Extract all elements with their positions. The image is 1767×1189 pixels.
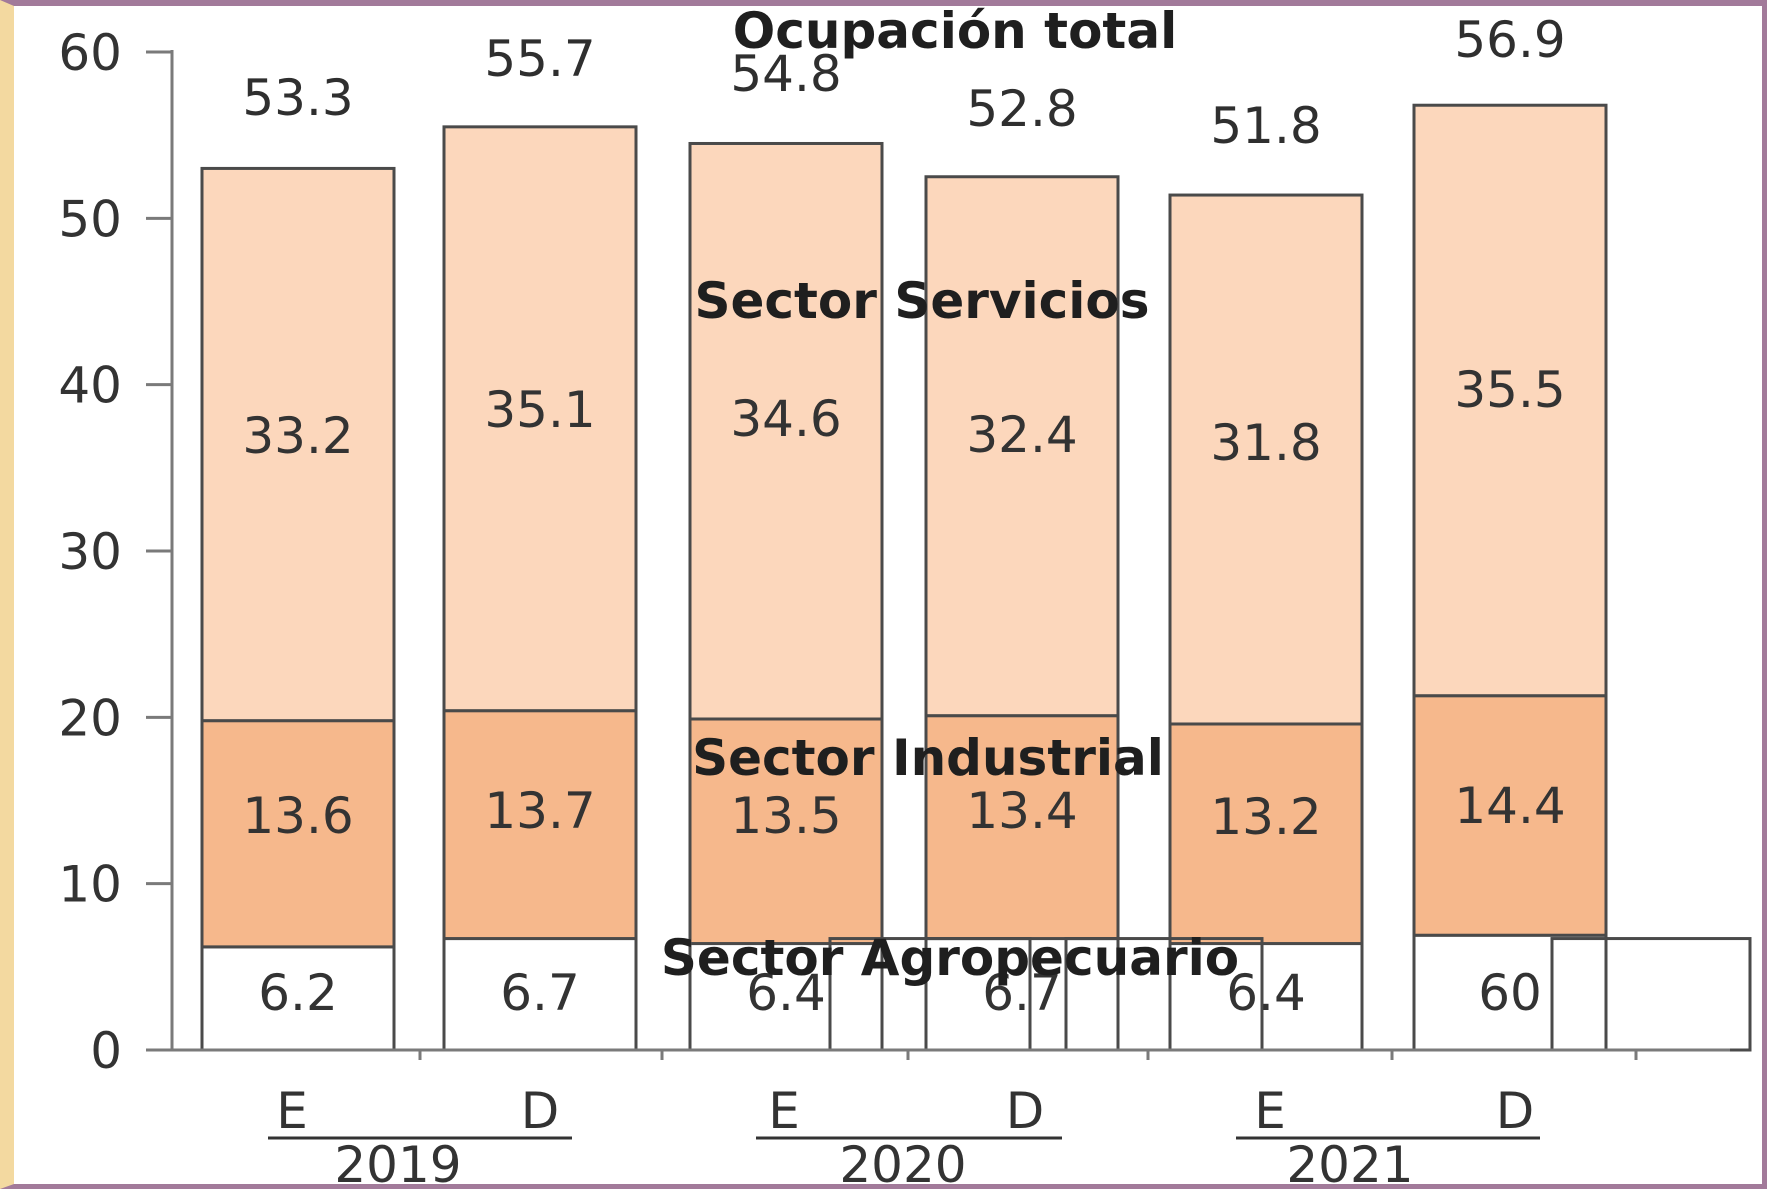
- segment-value-label: 33.2: [242, 407, 353, 465]
- industrial-segment: [442, 709, 638, 941]
- industrial-segment: [924, 714, 1120, 941]
- x-axis: E D E D E D 2019 2020 2021: [168, 1048, 1730, 1189]
- servicios-segment: [1168, 193, 1364, 726]
- y-tick-label: 40: [58, 357, 122, 415]
- agropecuario-segment: [1412, 933, 1608, 1052]
- year-group-label: 2021: [1286, 1136, 1413, 1189]
- segment-value-label: 35.5: [1454, 361, 1565, 419]
- agropecuario-segment: [1168, 942, 1364, 1052]
- sector-label: Sector Servicios: [694, 272, 1149, 330]
- chart-title: Ocupación total: [733, 2, 1177, 60]
- bars: [200, 103, 1608, 1052]
- data-labels: 6.2 13.6 33.2 53.3 6.7 13.7 35.1 55.7 6.4 13.5 34.…: [242, 11, 1565, 1022]
- agropecuario-segment: [688, 942, 884, 1052]
- sector-label: Sector Agropecuario: [661, 929, 1239, 987]
- segment-value-label: 31.8: [1210, 414, 1321, 472]
- segment-value-label: 13.5: [730, 787, 841, 845]
- servicios-segment: [442, 125, 638, 713]
- servicios-segment: [924, 175, 1120, 718]
- x-category-label: E: [1254, 1082, 1286, 1140]
- y-tick-label: 10: [58, 856, 122, 914]
- y-tick-label: 50: [58, 190, 122, 248]
- total-value-label: 54.8: [730, 45, 841, 103]
- x-category-label: D: [1006, 1082, 1045, 1140]
- segment-value-label: 6.7: [500, 964, 580, 1022]
- x-category-label: E: [276, 1082, 308, 1140]
- segment-value-label: 6.4: [746, 964, 826, 1022]
- y-tick-label: 30: [58, 523, 122, 581]
- segment-value-label: 60: [1478, 964, 1542, 1022]
- x-category-label: D: [521, 1082, 560, 1140]
- industrial-segment: [1412, 694, 1608, 937]
- x-category-label: E: [768, 1082, 800, 1140]
- segment-value-label: 35.1: [484, 381, 595, 439]
- segment-value-label: 13.2: [1210, 788, 1321, 846]
- y-tick-label: 0: [90, 1022, 122, 1080]
- sector-labels: Sector Agropecuario Sector Industrial Sect…: [661, 272, 1239, 987]
- year-group-label: 2020: [839, 1136, 966, 1189]
- total-value-label: 52.8: [966, 80, 1077, 138]
- segment-value-label: 13.4: [966, 782, 1077, 840]
- segment-value-label: 13.7: [484, 782, 595, 840]
- industrial-segment: [1168, 722, 1364, 946]
- segment-value-label: 13.6: [242, 787, 353, 845]
- segment-value-label: 6.7: [982, 964, 1062, 1022]
- y-axis: 0 10 20 30 40 50 60: [58, 24, 174, 1080]
- total-value-label: 51.8: [1210, 97, 1321, 155]
- total-value-label: 55.7: [484, 30, 595, 88]
- servicios-segment: [688, 141, 884, 721]
- year-group-label: 2019: [334, 1136, 461, 1189]
- y-tick-label: 60: [58, 24, 122, 82]
- servicios-segment: [1412, 103, 1608, 698]
- segment-value-label: 6.4: [1226, 964, 1306, 1022]
- sector-label: Sector Industrial: [692, 729, 1164, 787]
- y-tick-label: 20: [58, 689, 122, 747]
- segment-value-label: 14.4: [1454, 777, 1565, 835]
- x-category-label: D: [1496, 1082, 1535, 1140]
- total-value-label: 53.3: [242, 69, 353, 127]
- segment-value-label: 32.4: [966, 406, 1077, 464]
- segment-value-label: 6.2: [258, 964, 338, 1022]
- agropecuario-segment: [924, 937, 1120, 1052]
- total-value-label: 56.9: [1454, 11, 1565, 69]
- servicios-segment: [200, 166, 396, 723]
- segment-value-label: 34.6: [730, 390, 841, 448]
- industrial-segment: [688, 717, 884, 946]
